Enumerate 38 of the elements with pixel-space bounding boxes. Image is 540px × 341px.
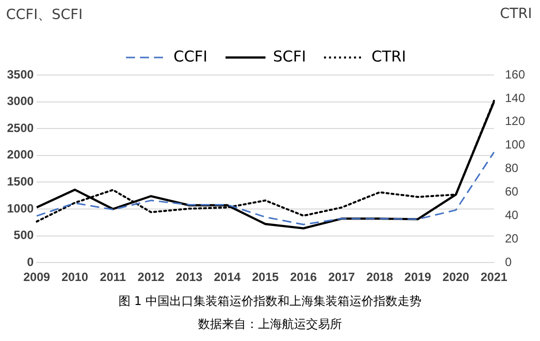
y2-axis-title: CTRI xyxy=(500,6,532,22)
y2-tick-label: 140 xyxy=(504,90,526,105)
legend-label: SCFI xyxy=(272,47,306,66)
y2-tick-label: 20 xyxy=(504,231,519,246)
x-tick-label: 2021 xyxy=(480,270,508,284)
y2-tick-label: 100 xyxy=(504,138,526,152)
y-tick-label: 2500 xyxy=(6,120,34,135)
y-tick-label: 1000 xyxy=(6,201,34,216)
y-tick-label: 3000 xyxy=(6,94,34,108)
y-tick-label: 1500 xyxy=(6,174,34,189)
x-tick-label: 2017 xyxy=(328,270,356,284)
y-tick-label: 0 xyxy=(27,254,34,269)
x-tick-label: 2016 xyxy=(290,270,318,284)
y-tick-label: 500 xyxy=(14,228,34,242)
caption: 图 1 中国出口集装箱运价指数和上海集装箱运价指数走势 xyxy=(117,293,423,310)
x-tick-label: 2018 xyxy=(366,270,394,284)
y2-tick-label: 0 xyxy=(504,254,512,269)
x-tick-label: 2011 xyxy=(100,270,126,284)
x-tick-label: 2013 xyxy=(176,270,203,284)
x-tick-label: 2014 xyxy=(214,270,241,284)
y2-tick-label: 160 xyxy=(504,67,526,82)
x-tick-label: 2010 xyxy=(61,270,88,284)
x-tick-label: 2019 xyxy=(404,270,432,284)
legend-label: CTRI xyxy=(372,47,406,66)
x-tick-label: 2012 xyxy=(138,270,165,284)
legend-label: CCFI xyxy=(173,47,208,66)
y2-tick-label: 120 xyxy=(504,114,526,128)
y2-tick-label: 40 xyxy=(504,208,519,222)
y-tick-label: 2000 xyxy=(6,148,34,162)
y2-tick-label: 60 xyxy=(504,184,519,199)
x-tick-label: 2015 xyxy=(252,270,280,284)
x-tick-label: 2020 xyxy=(442,270,470,284)
line-series xyxy=(36,151,495,226)
x-tick-label: 2009 xyxy=(23,270,50,284)
y-tick-label: 3500 xyxy=(6,67,34,82)
text: 数据来自：上海航运交易所 xyxy=(197,316,343,333)
y-axis-title: CCFI、SCFI xyxy=(6,6,83,24)
y2-tick-label: 80 xyxy=(504,161,519,176)
